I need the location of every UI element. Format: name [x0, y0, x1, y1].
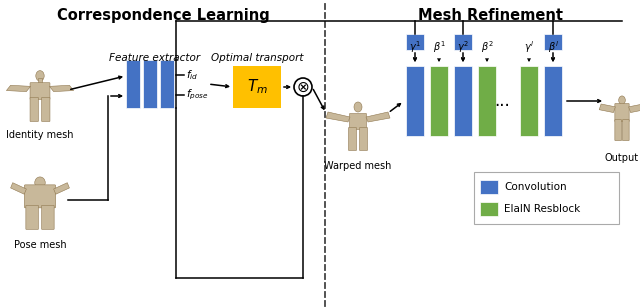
Text: ⊗: ⊗ — [296, 79, 309, 95]
Text: Feature extractor: Feature extractor — [109, 53, 200, 63]
Text: $T_m$: $T_m$ — [246, 78, 268, 96]
Bar — [474, 172, 619, 224]
FancyBboxPatch shape — [349, 128, 356, 151]
Ellipse shape — [35, 177, 45, 188]
Bar — [454, 66, 472, 136]
Text: $f_{id}$: $f_{id}$ — [186, 68, 198, 82]
Bar — [126, 60, 140, 108]
Bar — [544, 34, 562, 50]
Text: $\gamma^l$: $\gamma^l$ — [524, 39, 534, 55]
Text: ...: ... — [494, 92, 510, 110]
Bar — [430, 66, 448, 136]
FancyBboxPatch shape — [349, 114, 367, 129]
Bar — [544, 66, 562, 136]
Text: Identity mesh: Identity mesh — [6, 130, 74, 140]
Polygon shape — [11, 183, 26, 194]
Polygon shape — [366, 112, 390, 122]
Text: $\beta^1$: $\beta^1$ — [433, 39, 445, 55]
Text: Optimal transport: Optimal transport — [211, 53, 303, 63]
FancyBboxPatch shape — [360, 128, 367, 151]
FancyBboxPatch shape — [30, 97, 38, 121]
FancyBboxPatch shape — [615, 120, 621, 140]
Bar — [478, 66, 496, 136]
FancyBboxPatch shape — [623, 120, 629, 140]
Bar — [233, 66, 281, 108]
Bar — [480, 180, 498, 194]
Text: Warped mesh: Warped mesh — [324, 161, 392, 171]
Polygon shape — [54, 183, 69, 194]
Text: $f_{pose}$: $f_{pose}$ — [186, 87, 209, 102]
FancyBboxPatch shape — [42, 205, 54, 229]
Ellipse shape — [36, 71, 44, 81]
Text: Pose mesh: Pose mesh — [13, 240, 67, 250]
Polygon shape — [49, 85, 74, 91]
Text: $\gamma^1$: $\gamma^1$ — [409, 39, 421, 55]
Text: $\beta^2$: $\beta^2$ — [481, 39, 493, 55]
Bar — [143, 60, 157, 108]
Bar — [38, 78, 42, 83]
Ellipse shape — [354, 102, 362, 112]
FancyBboxPatch shape — [615, 103, 629, 122]
FancyBboxPatch shape — [26, 205, 38, 229]
Polygon shape — [628, 104, 640, 112]
Text: Output: Output — [605, 153, 639, 163]
Ellipse shape — [619, 96, 625, 104]
Bar — [454, 34, 472, 50]
Bar — [406, 66, 424, 136]
Text: $\beta^l$: $\beta^l$ — [548, 39, 559, 55]
FancyBboxPatch shape — [30, 83, 50, 99]
Text: Mesh Refinement: Mesh Refinement — [417, 8, 563, 23]
Bar — [160, 60, 174, 108]
Text: ElaIN Resblock: ElaIN Resblock — [504, 204, 580, 214]
Text: Correspondence Learning: Correspondence Learning — [56, 8, 269, 23]
Polygon shape — [326, 112, 350, 122]
FancyBboxPatch shape — [42, 97, 50, 121]
Circle shape — [294, 78, 312, 96]
FancyBboxPatch shape — [24, 185, 56, 208]
Bar — [520, 66, 538, 136]
Bar — [406, 34, 424, 50]
Text: $\gamma^2$: $\gamma^2$ — [457, 39, 469, 55]
Bar — [480, 202, 498, 216]
Polygon shape — [6, 85, 31, 91]
Polygon shape — [599, 104, 615, 112]
Text: Convolution: Convolution — [504, 182, 566, 192]
